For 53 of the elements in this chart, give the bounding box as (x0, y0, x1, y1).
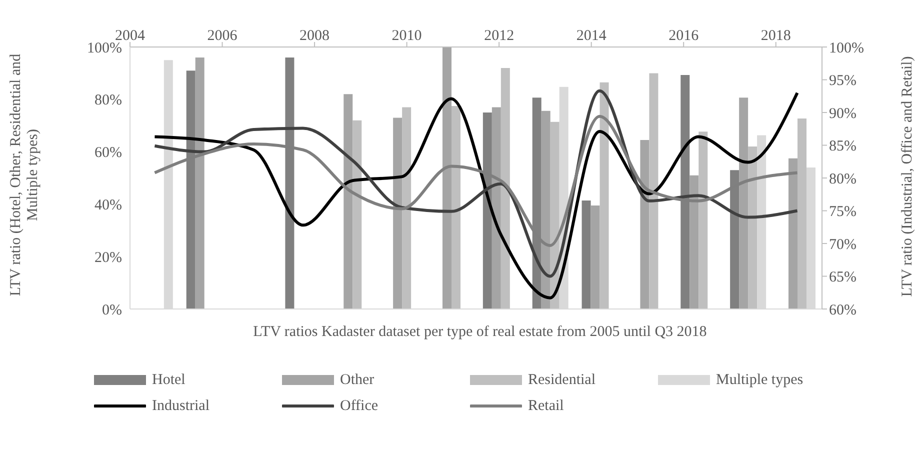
x2-tick-label: 2006 (207, 28, 238, 44)
y2-tick-label: 80% (829, 171, 856, 188)
x2-tick-label: 2018 (760, 28, 791, 44)
y-tick-label: 80% (94, 92, 122, 109)
y2-tick-label: 70% (829, 236, 856, 253)
x2-tick-label: 2014 (576, 28, 607, 44)
bar (492, 107, 501, 309)
bar (640, 140, 650, 309)
y2-axis-title: LTV ratio (Industrial, Office and Retail) (900, 55, 916, 299)
legend-label: Hotel (152, 372, 186, 388)
bar (690, 175, 699, 309)
legend-label: Other (340, 372, 374, 388)
y-tick-label: 20% (94, 250, 122, 266)
bar (582, 200, 591, 309)
bar (352, 120, 362, 309)
bar (748, 146, 758, 309)
legend-label: Multiple types (716, 372, 804, 388)
y2-tick-label: 85% (829, 138, 856, 155)
bar (698, 132, 708, 309)
legend-label: Residential (528, 372, 596, 388)
x2-tick-label: 2010 (392, 28, 422, 44)
y2-tick-label: 75% (829, 204, 856, 220)
bar (344, 94, 353, 309)
bar (393, 118, 402, 309)
x2-tick-label: 2012 (484, 28, 514, 44)
y2-tick-label: 65% (829, 270, 856, 286)
x2-tick-label: 2016 (668, 28, 700, 44)
y2-tick-label: 100% (829, 40, 864, 56)
bar (451, 106, 460, 309)
y-tick-label: 0% (102, 302, 122, 318)
bar (402, 107, 412, 309)
bar (442, 47, 452, 309)
bar (590, 206, 600, 309)
bar (195, 57, 204, 309)
bar (739, 98, 748, 309)
bar (541, 110, 550, 309)
x2-tick-label: 2008 (300, 28, 330, 44)
y2-tick-label: 90% (829, 106, 856, 122)
bar (500, 68, 510, 309)
y-tick-label: 60% (94, 145, 122, 162)
legend-label: Retail (528, 398, 564, 414)
y-tick-label: 40% (94, 198, 122, 214)
bar (797, 118, 806, 309)
y2-tick-label: 95% (829, 73, 856, 90)
y2-tick-label: 60% (829, 302, 856, 318)
bar (550, 122, 560, 309)
bar (788, 158, 798, 309)
legend-label: Industrial (152, 398, 210, 414)
y-axis-title: LTV ratio (Hotel, Other, Residential and Multiple types) (8, 52, 42, 298)
bar (600, 82, 609, 309)
legend-label: Office (340, 398, 378, 414)
x-axis-title: LTV ratios Kadaster dataset per type of real estate from 2005 until Q3 2018 (252, 323, 708, 342)
bar (649, 73, 658, 309)
